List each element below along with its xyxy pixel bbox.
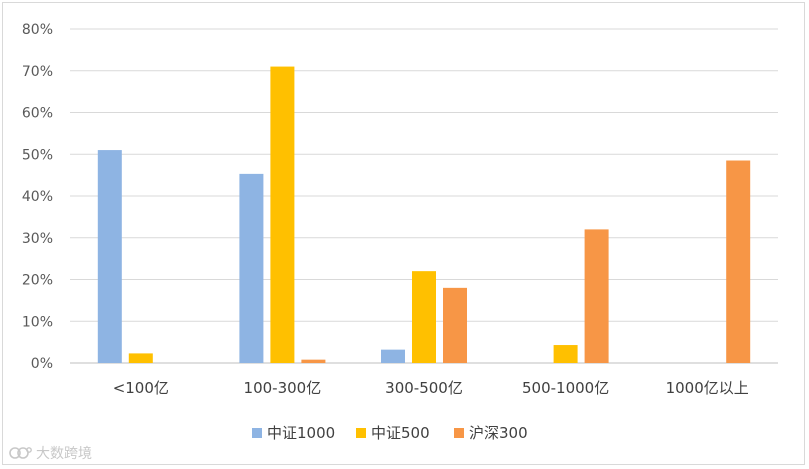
bar	[239, 173, 264, 363]
legend-swatch	[454, 428, 464, 438]
legend-label: 沪深300	[469, 424, 528, 442]
x-tick-label: 300-500亿	[385, 379, 463, 397]
y-tick-label: 30%	[22, 231, 53, 247]
y-tick-label: 20%	[22, 273, 53, 289]
x-tick-label: 100-300亿	[244, 379, 322, 397]
x-axis-labels: <100亿 100-300亿 300-500亿 500-1000亿 1000亿以上	[113, 379, 749, 397]
y-tick-label: 0%	[31, 356, 53, 372]
bar	[584, 229, 609, 363]
bar	[301, 359, 326, 363]
y-tick-label: 60%	[22, 106, 53, 122]
legend-swatch	[356, 428, 366, 438]
bar	[412, 271, 436, 363]
bar	[97, 150, 122, 363]
bar	[270, 66, 295, 363]
y-tick-label: 70%	[22, 64, 53, 80]
chart-frame	[2, 2, 805, 465]
legend: 中证1000 中证500 沪深300	[252, 424, 528, 442]
x-tick-label: 500-1000亿	[522, 379, 609, 397]
cloud-logo-icon	[9, 447, 32, 459]
bar	[553, 345, 578, 363]
watermark: 大数跨境	[9, 443, 92, 463]
x-tick-label: <100亿	[113, 379, 169, 397]
bar	[128, 353, 153, 363]
y-tick-label: 40%	[22, 189, 53, 205]
y-tick-label: 10%	[22, 314, 53, 330]
legend-label: 中证500	[371, 424, 430, 442]
legend-swatch	[252, 428, 262, 438]
watermark-text: 大数跨境	[36, 446, 92, 462]
y-axis-ticks: 0% 10% 20% 30% 40% 50% 60% 70% 80%	[22, 22, 53, 372]
bars	[97, 66, 751, 363]
bar	[443, 287, 467, 363]
bar	[726, 160, 751, 363]
x-tick-label: 1000亿以上	[666, 379, 749, 397]
y-tick-label: 80%	[22, 22, 53, 38]
bar	[381, 349, 405, 363]
gridlines	[70, 28, 778, 364]
y-tick-label: 50%	[22, 147, 53, 163]
legend-label: 中证1000	[267, 424, 335, 442]
